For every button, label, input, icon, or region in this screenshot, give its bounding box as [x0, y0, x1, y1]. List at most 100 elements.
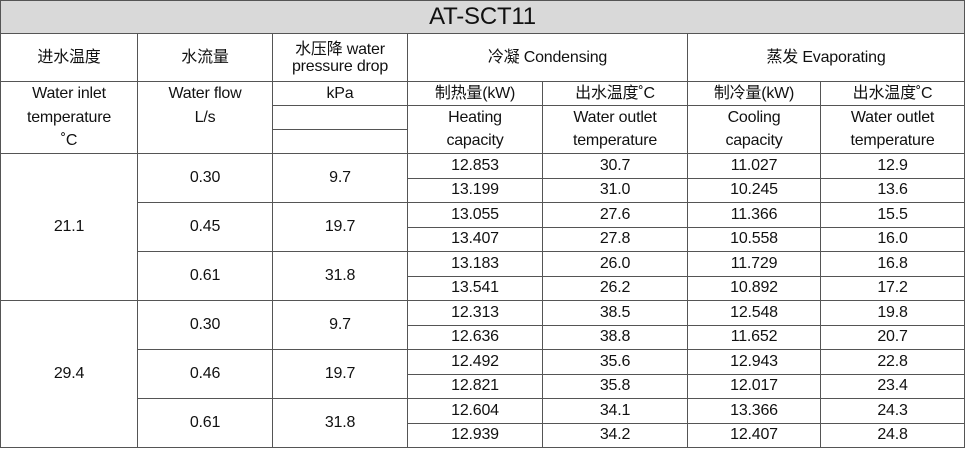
table-row: 12.821 35.8 12.017 23.4 — [1, 373, 965, 399]
subheader-cell: Water outlet — [542, 105, 688, 130]
subheader-cell: Heating — [407, 105, 543, 130]
evap-outlet-cell: 24.3 — [819, 398, 965, 424]
header-inlet-temp: 进水温度 — [0, 33, 138, 82]
cooling-capacity-cell: 12.943 — [687, 349, 821, 375]
subheader-cell: 出水温度˚C — [819, 81, 965, 106]
table-row: 12.636 38.8 11.652 20.7 — [1, 324, 965, 350]
table-row: 13.407 27.8 10.558 16.0 — [1, 226, 965, 252]
cond-outlet-cell: 34.2 — [542, 422, 688, 448]
subheader-cell: L/s — [137, 105, 273, 130]
cooling-capacity-cell: 12.548 — [687, 300, 821, 326]
cond-outlet-cell: 31.0 — [542, 177, 688, 203]
flow-cell: 0.30 — [137, 153, 273, 203]
pressure-drop-cell: 19.7 — [272, 202, 408, 252]
heating-capacity-cell: 12.604 — [407, 398, 543, 424]
table-row: 13.541 26.2 10.892 17.2 — [1, 275, 965, 301]
flow-cell: 0.30 — [137, 300, 273, 350]
evap-outlet-cell: 16.8 — [819, 251, 965, 277]
cond-outlet-cell: 35.6 — [542, 349, 688, 375]
cond-outlet-cell: 38.8 — [542, 324, 688, 350]
cond-outlet-cell: 38.5 — [542, 300, 688, 326]
evap-outlet-cell: 15.5 — [819, 202, 965, 228]
cooling-capacity-cell: 13.366 — [687, 398, 821, 424]
cond-outlet-cell: 27.8 — [542, 226, 688, 252]
heating-capacity-cell: 12.492 — [407, 349, 543, 375]
evap-outlet-cell: 13.6 — [819, 177, 965, 203]
heating-capacity-cell: 12.939 — [407, 422, 543, 448]
cooling-capacity-cell: 10.245 — [687, 177, 821, 203]
table-row: 0.61 31.8 13.183 26.0 11.729 16.8 — [1, 251, 965, 301]
header-condensing: 冷凝 Condensing — [407, 33, 688, 82]
table-row: 0.45 19.7 13.055 27.6 11.366 15.5 — [1, 202, 965, 252]
cooling-capacity-cell: 12.407 — [687, 422, 821, 448]
subheader-cell: kPa — [272, 81, 408, 106]
evap-outlet-cell: 17.2 — [819, 275, 965, 301]
evap-outlet-cell: 16.0 — [819, 226, 965, 252]
cooling-capacity-cell: 11.729 — [687, 251, 821, 277]
flow-cell: 0.46 — [137, 349, 273, 399]
cooling-capacity-cell: 11.027 — [687, 153, 821, 179]
table-row: 13.199 31.0 10.245 13.6 — [1, 177, 965, 203]
heating-capacity-cell: 12.821 — [407, 373, 543, 399]
heating-capacity-cell: 13.541 — [407, 275, 543, 301]
subheader-cell: capacity — [687, 129, 821, 154]
cond-outlet-cell: 27.6 — [542, 202, 688, 228]
cond-outlet-cell: 26.0 — [542, 251, 688, 277]
evap-outlet-cell: 22.8 — [819, 349, 965, 375]
cond-outlet-cell: 30.7 — [542, 153, 688, 179]
evap-outlet-cell: 23.4 — [819, 373, 965, 399]
subheader-cell: temperature — [819, 129, 965, 154]
heating-capacity-cell: 12.313 — [407, 300, 543, 326]
pressure-drop-cell: 31.8 — [272, 398, 408, 448]
heating-capacity-cell: 13.183 — [407, 251, 543, 277]
subheader-cell: temperature — [0, 105, 138, 130]
cond-outlet-cell: 35.8 — [542, 373, 688, 399]
flow-cell: 0.61 — [137, 251, 273, 301]
pressure-drop-cell: 9.7 — [272, 153, 408, 203]
evap-outlet-cell: 24.8 — [819, 422, 965, 448]
subheader-cell: Cooling — [687, 105, 821, 130]
heating-capacity-cell: 13.055 — [407, 202, 543, 228]
cond-outlet-cell: 26.2 — [542, 275, 688, 301]
evap-outlet-cell: 12.9 — [819, 153, 965, 179]
header-water-flow: 水流量 — [137, 33, 273, 82]
pressure-drop-cell: 19.7 — [272, 349, 408, 399]
subheader-cell — [137, 129, 273, 154]
pressure-drop-cell: 9.7 — [272, 300, 408, 350]
cooling-capacity-cell: 10.558 — [687, 226, 821, 252]
header-pressure-drop: 水压降 water pressure drop — [272, 33, 408, 82]
evap-outlet-cell: 19.8 — [819, 300, 965, 326]
table-row: 29.4 0.30 9.7 12.313 38.5 12.548 19.8 — [0, 300, 965, 448]
subheader-cell: Water inlet — [0, 81, 138, 106]
flow-cell: 0.61 — [137, 398, 273, 448]
evap-outlet-cell: 20.7 — [819, 324, 965, 350]
subheader-cell: ˚C — [0, 129, 138, 154]
subheader-cell: Water outlet — [819, 105, 965, 130]
subheader-cell — [272, 129, 408, 154]
cooling-capacity-cell: 12.017 — [687, 373, 821, 399]
subheader-cell: capacity — [407, 129, 543, 154]
heating-capacity-cell: 12.636 — [407, 324, 543, 350]
inlet-temp-cell: 21.1 — [0, 153, 138, 301]
subheader-cell: 制热量(kW) — [407, 81, 543, 106]
subheader-cell: 制冷量(kW) — [687, 81, 821, 106]
table-row: 0.46 19.7 12.492 35.6 12.943 22.8 — [1, 349, 965, 399]
cond-outlet-cell: 34.1 — [542, 398, 688, 424]
pressure-drop-cell: 31.8 — [272, 251, 408, 301]
table-row: 12.939 34.2 12.407 24.8 — [1, 422, 965, 448]
header-evaporating: 蒸发 Evaporating — [686, 33, 965, 82]
table-row: 21.1 0.30 9.7 12.853 30.7 11.027 12.9 — [0, 153, 965, 301]
heating-capacity-cell: 13.407 — [407, 226, 543, 252]
table-title: AT-SCT11 — [0, 0, 965, 34]
inlet-temp-cell: 29.4 — [0, 300, 138, 448]
cooling-capacity-cell: 11.366 — [687, 202, 821, 228]
flow-cell: 0.45 — [137, 202, 273, 252]
cooling-capacity-cell: 11.652 — [687, 324, 821, 350]
subheader-cell: temperature — [542, 129, 688, 154]
subheader-cell — [272, 105, 408, 130]
table-row: 0.61 31.8 12.604 34.1 13.366 24.3 — [1, 398, 965, 448]
cooling-capacity-cell: 10.892 — [687, 275, 821, 301]
subheader-cell: 出水温度˚C — [542, 81, 688, 106]
heating-capacity-cell: 12.853 — [407, 153, 543, 179]
